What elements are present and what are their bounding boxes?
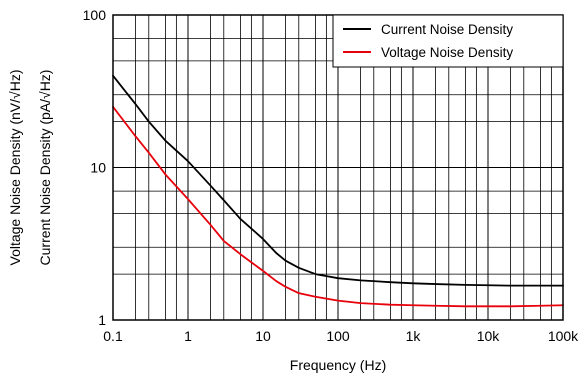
y-axis-title-voltage: Voltage Noise Density (nV/√Hz): [7, 70, 23, 266]
series-line-voltage-noise: [112, 105, 564, 308]
x-tick-label: 10k: [477, 328, 501, 344]
legend-label: Voltage Noise Density: [381, 45, 513, 60]
legend-label: Current Noise Density: [381, 22, 513, 37]
series-line-current-noise: [112, 74, 564, 287]
y-tick-label: 100: [83, 7, 107, 23]
x-tick-label: 100k: [548, 328, 579, 344]
series-layer: [112, 74, 564, 308]
x-tick-label: 0.1: [103, 328, 123, 344]
x-axis-title: Frequency (Hz): [290, 357, 386, 373]
y-tick-label: 1: [98, 312, 106, 328]
x-tick-label: 1: [184, 328, 192, 344]
x-tick-label: 1k: [406, 328, 422, 344]
legend-box: [332, 14, 564, 68]
y-tick-label: 10: [90, 160, 106, 176]
x-tick-label: 10: [255, 328, 271, 344]
x-tick-label: 100: [326, 328, 350, 344]
y-axis-title-current: Current Noise Density (pA/√Hz): [37, 70, 53, 266]
legend: Current Noise Density Voltage Noise Densi…: [332, 14, 564, 68]
